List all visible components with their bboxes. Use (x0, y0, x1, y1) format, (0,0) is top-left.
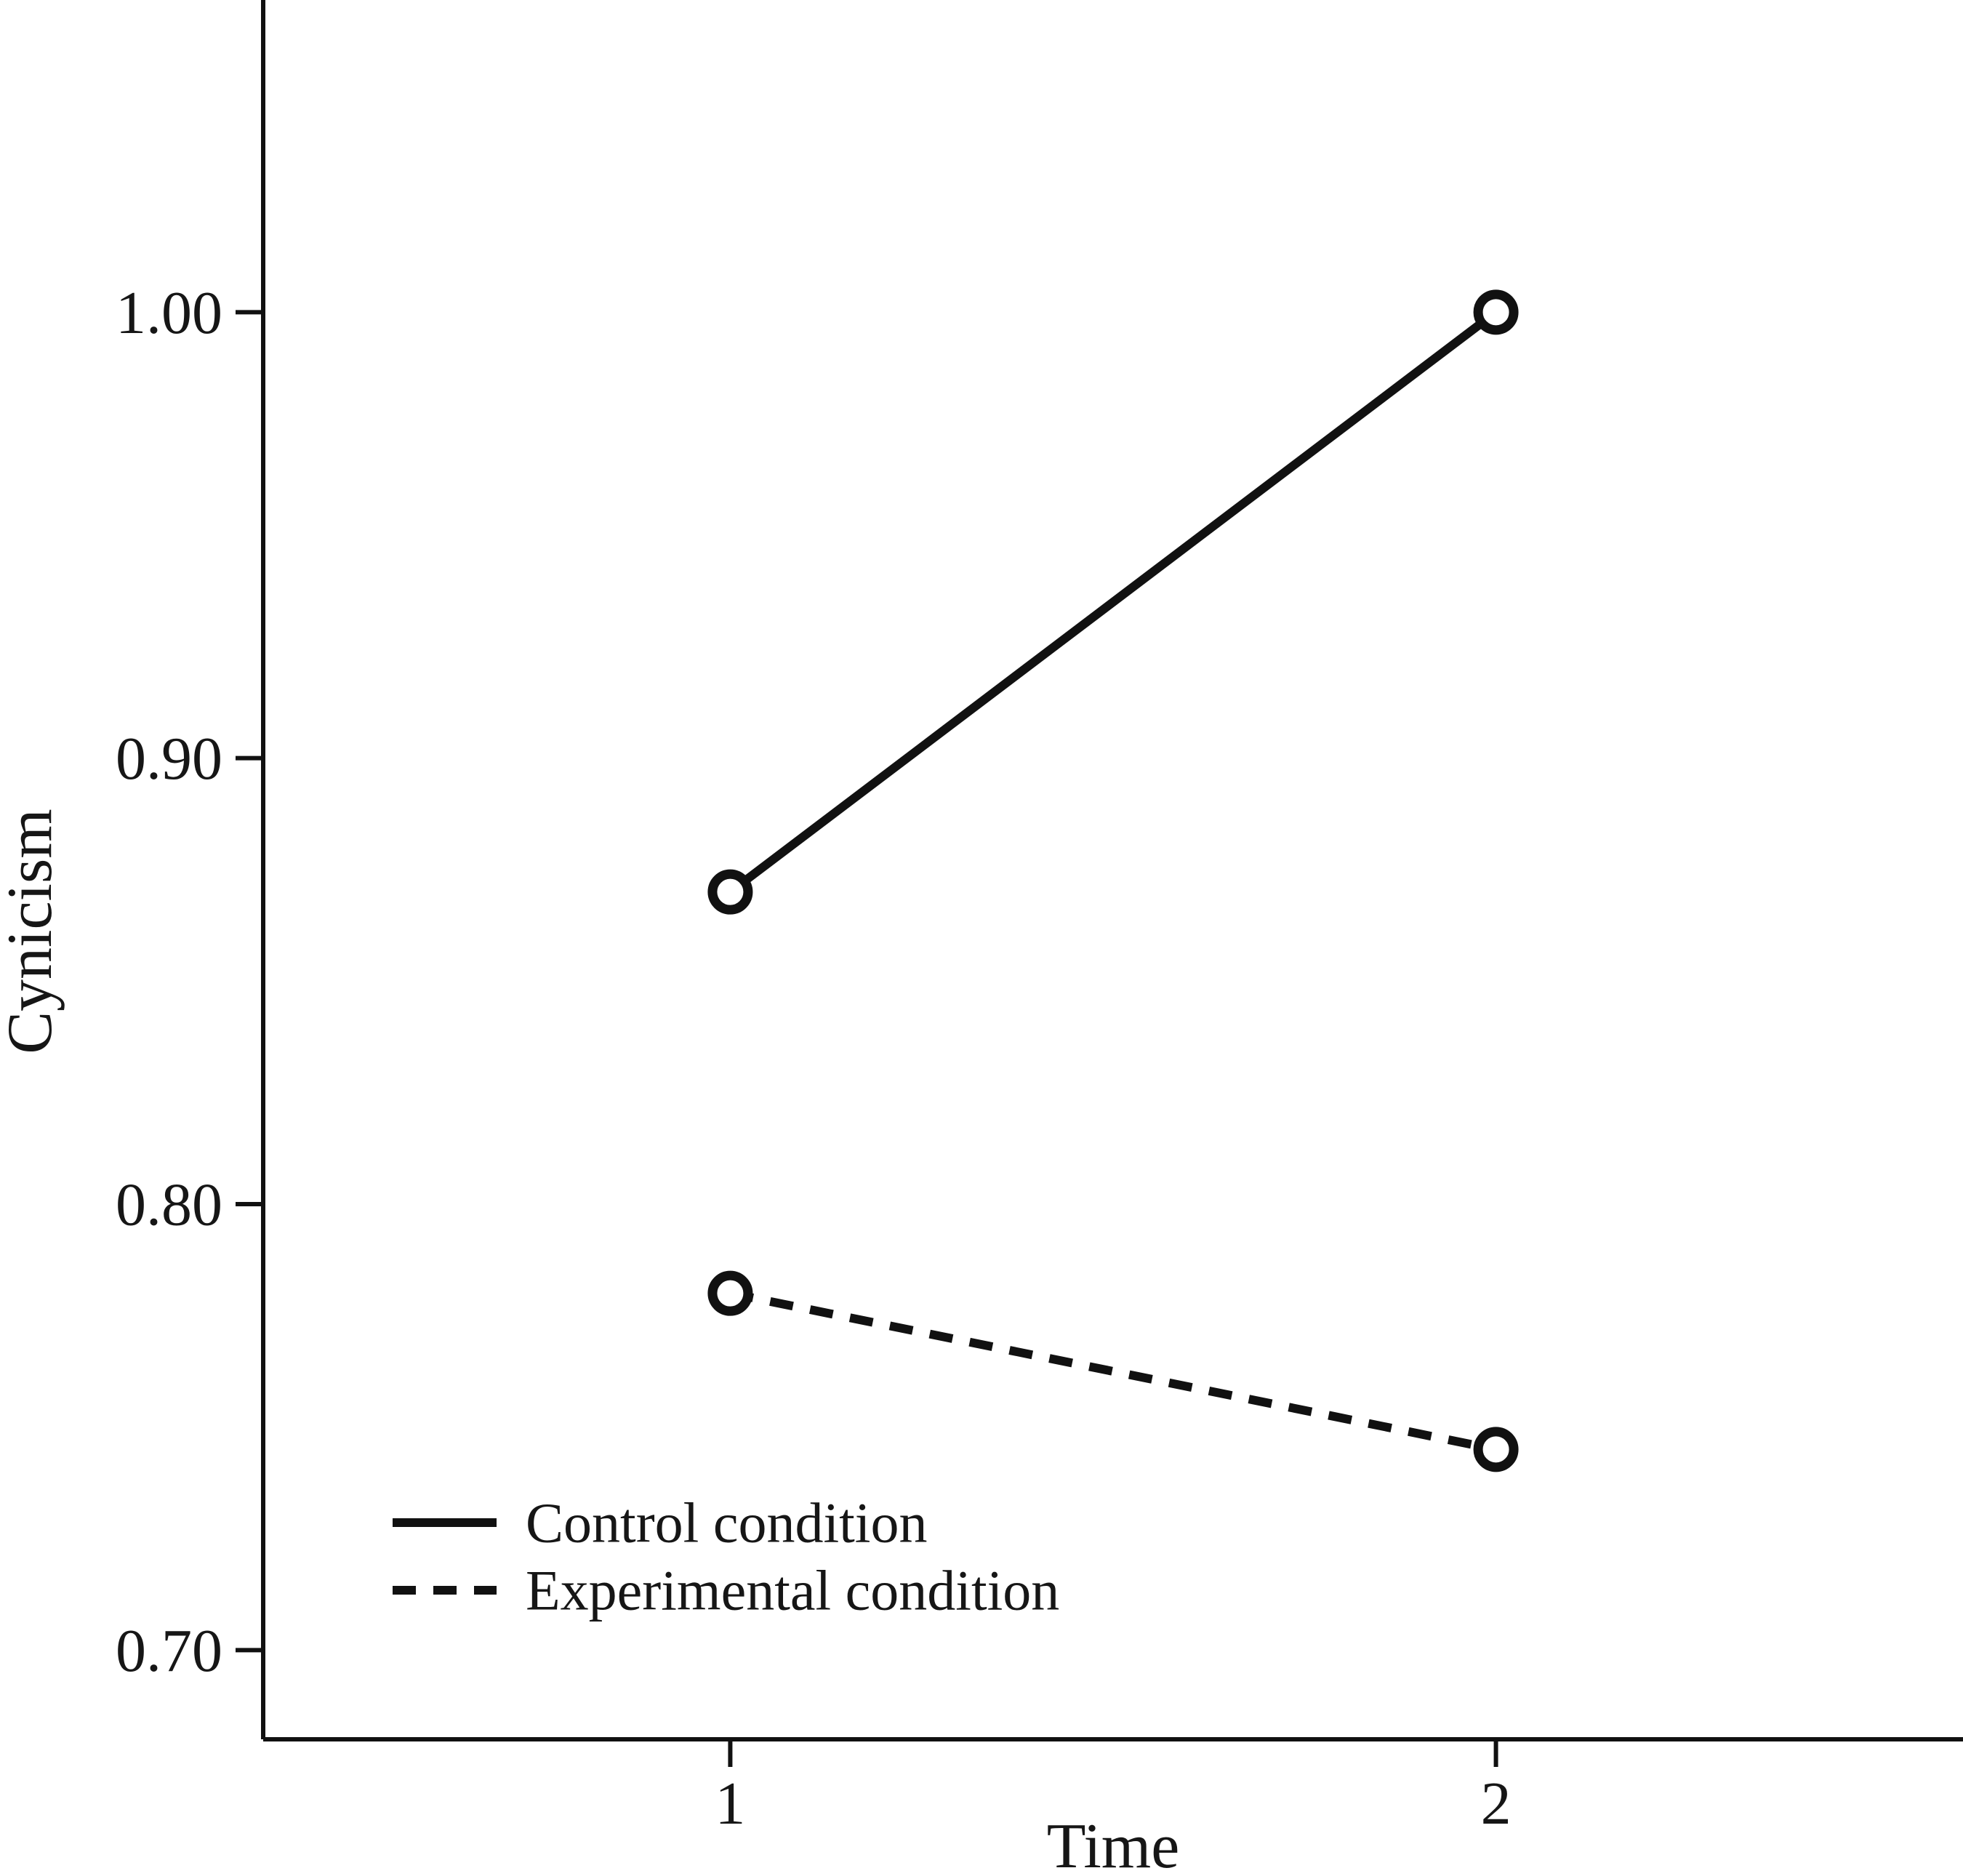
y-tick-label: 1.00 (116, 279, 222, 347)
data-point-marker (707, 869, 753, 915)
legend-label: Control condition (526, 1491, 927, 1555)
y-axis-title: Cynicism (0, 809, 65, 1054)
y-tick-label: 0.80 (116, 1171, 222, 1239)
x-tick-label: 2 (1481, 1770, 1512, 1837)
series-line-dashed (729, 1288, 1497, 1454)
series-line-solid (727, 308, 1499, 896)
y-tick-label: 0.90 (116, 725, 222, 793)
data-point-marker (1473, 1427, 1519, 1472)
x-tick-label: 1 (715, 1770, 745, 1837)
data-point-marker (707, 1270, 753, 1316)
legend-label: Experimental condition (526, 1559, 1059, 1622)
data-point-marker (1473, 289, 1519, 335)
x-axis-title: Time (1047, 1811, 1180, 1876)
y-tick-label: 0.70 (116, 1617, 222, 1685)
